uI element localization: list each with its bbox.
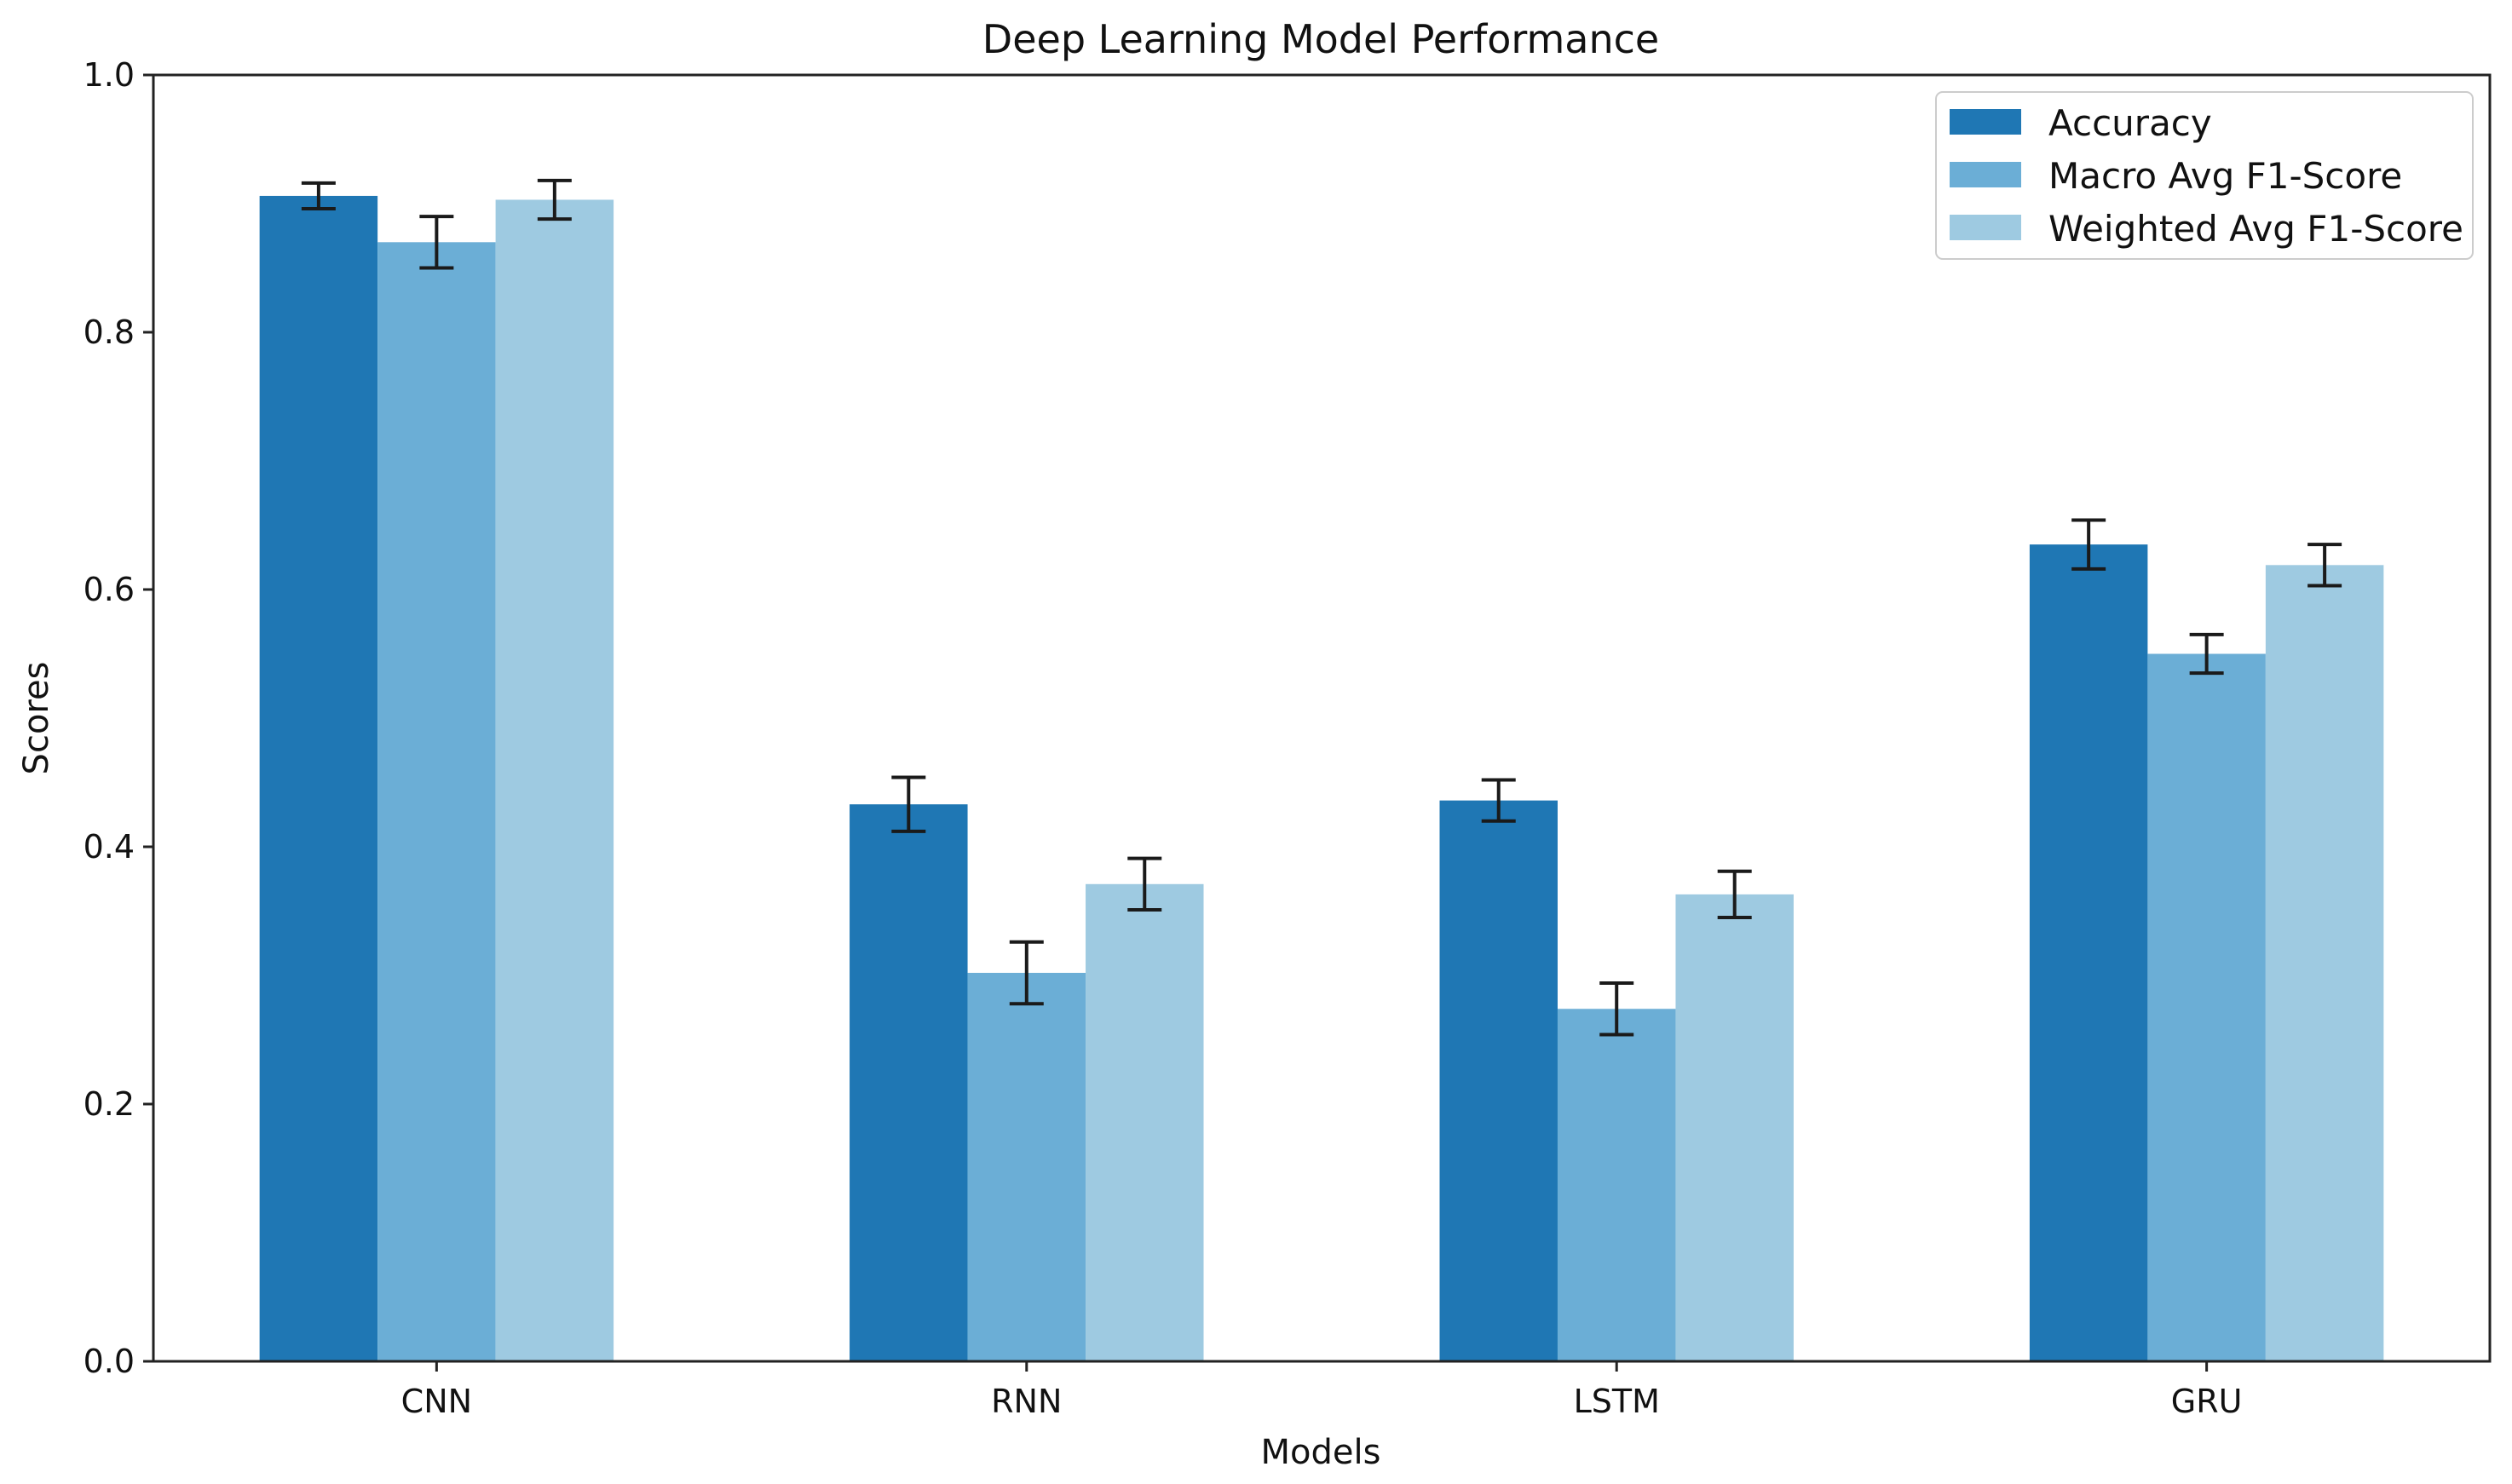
bar-rnn-macro-avg-f1-score	[967, 972, 1086, 1361]
errorbar-gru-macro-avg-f1-score	[2189, 632, 2224, 676]
x-axis-label: Models	[1261, 1433, 1381, 1472]
bar-lstm-accuracy	[1439, 800, 1558, 1361]
legend-label-weighted-f1: Weighted Avg F1-Score	[2048, 208, 2463, 250]
plot-frame	[152, 73, 2492, 1363]
x-axis: CNN RNN LSTM GRU	[401, 1361, 2243, 1420]
errorbars-layer	[301, 178, 2342, 1037]
legend-label-accuracy: Accuracy	[2048, 102, 2212, 144]
y-tick-label: 0.8	[84, 313, 135, 351]
errorbar-gru-weighted-avg-f1-score	[2307, 543, 2342, 588]
y-tick-label: 1.0	[84, 56, 135, 94]
bar-gru-accuracy	[2029, 544, 2148, 1361]
errorbar-rnn-accuracy	[891, 775, 926, 833]
bar-rnn-weighted-avg-f1-score	[1086, 883, 1204, 1361]
bar-rnn-accuracy	[850, 804, 968, 1361]
bar-lstm-weighted-avg-f1-score	[1675, 894, 1794, 1361]
bar-gru-macro-avg-f1-score	[2147, 653, 2266, 1361]
legend-label-macro-f1: Macro Avg F1-Score	[2048, 155, 2402, 197]
x-tick-label-lstm: LSTM	[1574, 1383, 1660, 1420]
bar-gru-weighted-avg-f1-score	[2265, 565, 2384, 1361]
bar-cnn-weighted-avg-f1-score	[495, 199, 614, 1362]
y-tick-label: 0.6	[84, 571, 135, 608]
x-tick-label-cnn: CNN	[401, 1383, 472, 1420]
errorbar-cnn-weighted-avg-f1-score	[537, 178, 572, 221]
x-tick-label-gru: GRU	[2171, 1383, 2243, 1420]
bar-cnn-accuracy	[259, 195, 378, 1362]
legend-swatch-accuracy	[1950, 109, 2021, 135]
y-axis: 0.0 0.2 0.4 0.6 0.8 1.0	[84, 56, 153, 1380]
legend-swatch-macro-f1	[1950, 162, 2021, 187]
errorbar-cnn-accuracy	[301, 181, 336, 211]
y-tick-label: 0.2	[84, 1085, 135, 1123]
errorbar-lstm-accuracy	[1481, 778, 1516, 823]
errorbar-lstm-macro-avg-f1-score	[1599, 981, 1634, 1037]
chart-title: Deep Learning Model Performance	[982, 16, 1659, 62]
y-tick-label: 0.0	[84, 1343, 135, 1380]
errorbar-lstm-weighted-avg-f1-score	[1717, 869, 1752, 920]
y-tick-label: 0.4	[84, 828, 135, 866]
errorbar-rnn-macro-avg-f1-score	[1009, 940, 1044, 1006]
errorbar-cnn-macro-avg-f1-score	[419, 215, 454, 270]
bar-lstm-macro-avg-f1-score	[1557, 1009, 1676, 1361]
y-axis-label: Scores	[17, 662, 56, 775]
legend-swatch-weighted-f1	[1950, 215, 2021, 240]
bars-layer	[259, 195, 2384, 1362]
errorbar-rnn-weighted-avg-f1-score	[1127, 856, 1162, 912]
bar-cnn-macro-avg-f1-score	[377, 242, 496, 1361]
x-tick-label-rnn: RNN	[991, 1383, 1062, 1420]
legend-frame	[1935, 91, 2474, 260]
errorbar-gru-accuracy	[2071, 518, 2106, 571]
legend: Accuracy Macro Avg F1-Score Weighted Avg…	[1935, 91, 2474, 260]
